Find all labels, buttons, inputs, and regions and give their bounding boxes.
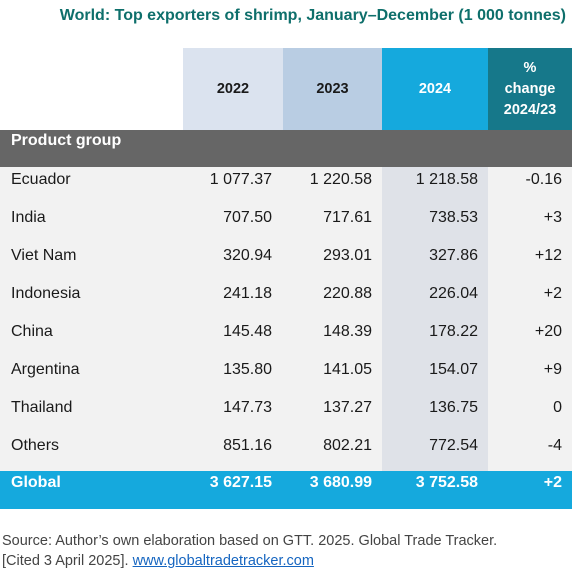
row-value-2023: 220.88 (323, 285, 372, 302)
column-bg-2022 (183, 167, 283, 471)
column-bg-2023 (283, 167, 382, 471)
row-value-2022: 135.80 (223, 361, 272, 378)
row-value-2024: 178.22 (429, 323, 478, 340)
column-bg-2024 (382, 167, 488, 471)
row-value-2022: 707.50 (223, 209, 272, 226)
row-value-2024: 226.04 (429, 285, 478, 302)
row-value-2024: 1 218.58 (415, 171, 478, 188)
row-name: Others (11, 437, 60, 454)
table-row: Ecuador 1 077.37 1 220.58 1 218.58 -0.16 (0, 167, 572, 205)
row-change: +9 (543, 361, 562, 378)
header-change-line2: change (504, 80, 556, 97)
row-change: 0 (553, 399, 562, 416)
global-value-2022: 3 627.15 (209, 474, 272, 491)
row-value-2022: 851.16 (223, 437, 272, 454)
row-value-2022: 1 077.37 (209, 171, 272, 188)
table-row: Viet Nam 320.94 293.01 327.86 +12 (0, 243, 572, 281)
product-group-label: Product group (11, 132, 122, 149)
header-2023: 2023 (283, 48, 382, 130)
row-name: Viet Nam (11, 247, 77, 264)
row-name: Argentina (11, 361, 80, 378)
row-value-2024: 136.75 (429, 399, 478, 416)
row-name: Ecuador (11, 171, 71, 188)
row-value-2022: 241.18 (223, 285, 272, 302)
row-change: +3 (543, 209, 562, 226)
source-cited: [Cited 3 April 2025]. (2, 553, 133, 569)
header-change-line3: 2024/23 (503, 101, 557, 118)
row-change: +20 (534, 323, 562, 340)
header-change: % change 2024/23 (488, 48, 572, 130)
table-row: Argentina 135.80 141.05 154.07 +9 (0, 357, 572, 395)
row-value-2023: 293.01 (323, 247, 372, 264)
row-value-2024: 738.53 (429, 209, 478, 226)
table-row: Others 851.16 802.21 772.54 -4 (0, 433, 572, 471)
source-line-1: Source: Author’s own elaboration based o… (2, 533, 498, 549)
global-total-row: Global 3 627.15 3 680.99 3 752.58 +2 (0, 471, 572, 509)
row-value-2022: 147.73 (223, 399, 272, 416)
header-2022: 2022 (183, 48, 283, 130)
global-value-2024: 3 752.58 (415, 474, 478, 491)
row-value-2024: 154.07 (429, 361, 478, 378)
global-value-2023: 3 680.99 (309, 474, 372, 491)
row-value-2023: 717.61 (323, 209, 372, 226)
row-value-2022: 145.48 (223, 323, 272, 340)
row-name: China (11, 323, 53, 340)
source-link[interactable]: www.globaltradetracker.com (132, 553, 314, 569)
row-name: Thailand (11, 399, 73, 416)
row-value-2023: 802.21 (323, 437, 372, 454)
header-spacer (0, 48, 183, 130)
header-2024: 2024 (382, 48, 488, 130)
source-note: Source: Author’s own elaboration based o… (2, 531, 497, 571)
row-value-2024: 327.86 (429, 247, 478, 264)
table-row: China 145.48 148.39 178.22 +20 (0, 319, 572, 357)
table-row: India 707.50 717.61 738.53 +3 (0, 205, 572, 243)
table-row: Indonesia 241.18 220.88 226.04 +2 (0, 281, 572, 319)
row-value-2023: 141.05 (323, 361, 372, 378)
row-value-2023: 148.39 (323, 323, 372, 340)
row-name: Indonesia (11, 285, 81, 302)
row-value-2023: 137.27 (323, 399, 372, 416)
row-value-2022: 320.94 (223, 247, 272, 264)
row-change: -0.16 (525, 171, 562, 188)
table-title: World: Top exporters of shrimp, January–… (59, 7, 566, 24)
table-body: Ecuador 1 077.37 1 220.58 1 218.58 -0.16… (0, 167, 572, 471)
row-change: +12 (534, 247, 562, 264)
source-line-2: [Cited 3 April 2025]. www.globaltradetra… (2, 551, 497, 571)
global-change: +2 (543, 474, 562, 491)
column-bg-name (0, 167, 183, 471)
column-bg-change (488, 167, 572, 471)
row-change: -4 (547, 437, 562, 454)
product-group-bar: Product group (0, 130, 572, 167)
table-row: Thailand 147.73 137.27 136.75 0 (0, 395, 572, 433)
row-name: India (11, 209, 46, 226)
global-name: Global (11, 474, 61, 491)
header-change-line1: % (523, 59, 537, 76)
row-value-2023: 1 220.58 (309, 171, 372, 188)
row-change: +2 (543, 285, 562, 302)
row-value-2024: 772.54 (429, 437, 478, 454)
